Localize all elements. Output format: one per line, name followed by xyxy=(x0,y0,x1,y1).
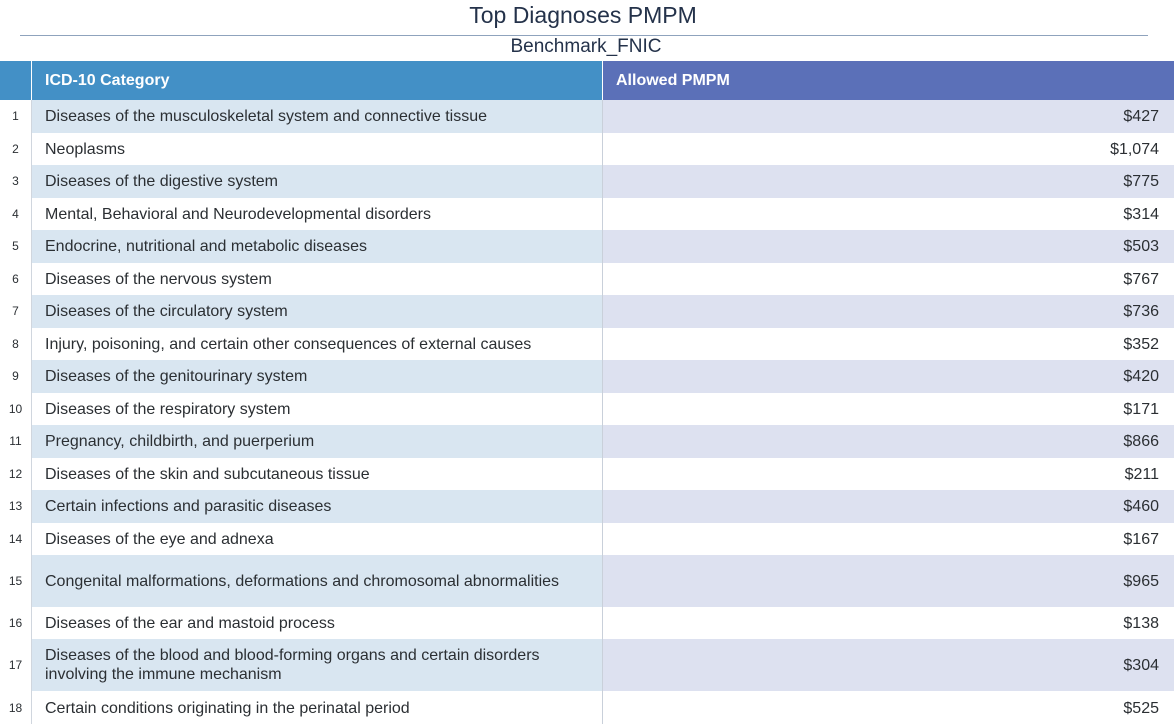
row-number: 16 xyxy=(0,607,32,639)
allowed-pmpm-cell: $525 xyxy=(603,691,1174,724)
allowed-pmpm-cell: $167 xyxy=(603,523,1174,555)
allowed-pmpm-cell: $211 xyxy=(603,458,1174,490)
allowed-pmpm-cell: $420 xyxy=(603,360,1174,393)
table-row[interactable]: 1 Diseases of the musculoskeletal system… xyxy=(0,100,1174,133)
allowed-pmpm-cell: $304 xyxy=(603,639,1174,691)
category-cell: Diseases of the eye and adnexa xyxy=(32,523,603,555)
category-cell: Certain infections and parasitic disease… xyxy=(32,490,603,523)
row-number: 5 xyxy=(0,230,32,263)
allowed-pmpm-cell: $138 xyxy=(603,607,1174,639)
table-row[interactable]: 4 Mental, Behavioral and Neurodevelopmen… xyxy=(0,198,1174,230)
allowed-pmpm-cell: $460 xyxy=(603,490,1174,523)
table-row[interactable]: 13 Certain infections and parasitic dise… xyxy=(0,490,1174,523)
table-row[interactable]: 7 Diseases of the circulatory system $73… xyxy=(0,295,1174,328)
allowed-pmpm-cell: $171 xyxy=(603,393,1174,425)
column-header-allowed-pmpm[interactable]: Allowed PMPM xyxy=(603,61,1174,100)
row-number: 17 xyxy=(0,639,32,691)
row-number: 12 xyxy=(0,458,32,490)
category-cell: Congenital malformations, deformations a… xyxy=(32,555,603,607)
row-number: 7 xyxy=(0,295,32,328)
row-number: 14 xyxy=(0,523,32,555)
category-cell: Mental, Behavioral and Neurodevelopmenta… xyxy=(32,198,603,230)
diagnoses-table: ICD-10 Category Allowed PMPM 1 Diseases … xyxy=(0,61,1174,724)
row-number-header xyxy=(0,61,32,100)
table-row[interactable]: 12 Diseases of the skin and subcutaneous… xyxy=(0,458,1174,490)
allowed-pmpm-cell: $965 xyxy=(603,555,1174,607)
report-subtitle: Benchmark_FNIC xyxy=(510,36,662,57)
category-cell: Certain conditions originating in the pe… xyxy=(32,691,603,724)
category-cell: Diseases of the skin and subcutaneous ti… xyxy=(32,458,603,490)
allowed-pmpm-cell: $767 xyxy=(603,263,1174,295)
table-row[interactable]: 8 Injury, poisoning, and certain other c… xyxy=(0,328,1174,360)
row-number: 15 xyxy=(0,555,32,607)
table-header-row: ICD-10 Category Allowed PMPM xyxy=(0,61,1174,100)
row-number: 8 xyxy=(0,328,32,360)
report-title: Top Diagnoses PMPM xyxy=(469,2,697,28)
allowed-pmpm-cell: $736 xyxy=(603,295,1174,328)
allowed-pmpm-cell: $503 xyxy=(603,230,1174,263)
table-row[interactable]: 5 Endocrine, nutritional and metabolic d… xyxy=(0,230,1174,263)
row-number: 4 xyxy=(0,198,32,230)
allowed-pmpm-cell: $314 xyxy=(603,198,1174,230)
column-header-icd10-category[interactable]: ICD-10 Category xyxy=(32,61,603,100)
category-cell: Neoplasms xyxy=(32,133,603,165)
category-cell: Pregnancy, childbirth, and puerperium xyxy=(32,425,603,458)
table-row[interactable]: 3 Diseases of the digestive system $775 xyxy=(0,165,1174,198)
row-number: 2 xyxy=(0,133,32,165)
category-cell: Endocrine, nutritional and metabolic dis… xyxy=(32,230,603,263)
row-number: 18 xyxy=(0,691,32,724)
table-row[interactable]: 17 Diseases of the blood and blood-formi… xyxy=(0,639,1174,691)
table-row[interactable]: 9 Diseases of the genitourinary system $… xyxy=(0,360,1174,393)
table-row[interactable]: 18 Certain conditions originating in the… xyxy=(0,691,1174,724)
row-number: 3 xyxy=(0,165,32,198)
category-cell: Diseases of the blood and blood-forming … xyxy=(32,639,603,691)
row-number: 6 xyxy=(0,263,32,295)
title-divider xyxy=(20,35,1148,36)
table-row[interactable]: 6 Diseases of the nervous system $767 xyxy=(0,263,1174,295)
table-row[interactable]: 11 Pregnancy, childbirth, and puerperium… xyxy=(0,425,1174,458)
row-number: 1 xyxy=(0,100,32,133)
allowed-pmpm-cell: $427 xyxy=(603,100,1174,133)
category-cell: Diseases of the genitourinary system xyxy=(32,360,603,393)
table-row[interactable]: 14 Diseases of the eye and adnexa $167 xyxy=(0,523,1174,555)
row-number: 11 xyxy=(0,425,32,458)
allowed-pmpm-cell: $866 xyxy=(603,425,1174,458)
row-number: 13 xyxy=(0,490,32,523)
category-cell: Diseases of the respiratory system xyxy=(32,393,603,425)
row-number: 9 xyxy=(0,360,32,393)
category-cell: Diseases of the circulatory system xyxy=(32,295,603,328)
category-cell: Diseases of the nervous system xyxy=(32,263,603,295)
category-cell: Diseases of the ear and mastoid process xyxy=(32,607,603,639)
table-row[interactable]: 2 Neoplasms $1,074 xyxy=(0,133,1174,165)
table-row[interactable]: 16 Diseases of the ear and mastoid proce… xyxy=(0,607,1174,639)
table-row[interactable]: 10 Diseases of the respiratory system $1… xyxy=(0,393,1174,425)
category-cell: Diseases of the digestive system xyxy=(32,165,603,198)
allowed-pmpm-cell: $1,074 xyxy=(603,133,1174,165)
allowed-pmpm-cell: $352 xyxy=(603,328,1174,360)
category-cell: Injury, poisoning, and certain other con… xyxy=(32,328,603,360)
category-cell: Diseases of the musculoskeletal system a… xyxy=(32,100,603,133)
allowed-pmpm-cell: $775 xyxy=(603,165,1174,198)
row-number: 10 xyxy=(0,393,32,425)
table-row[interactable]: 15 Congenital malformations, deformation… xyxy=(0,555,1174,607)
